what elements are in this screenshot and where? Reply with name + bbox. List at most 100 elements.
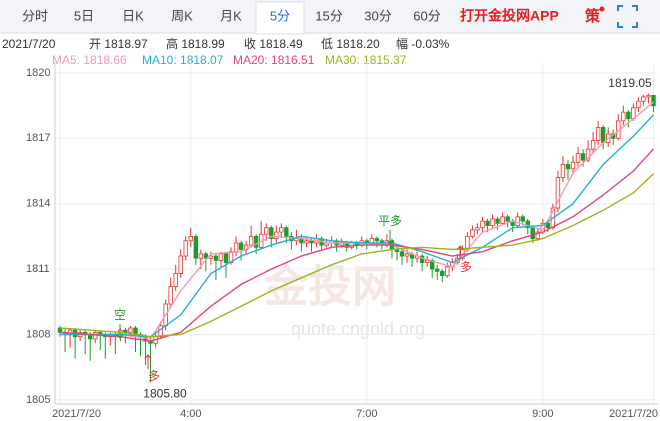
signal-arrow xyxy=(386,230,394,245)
tab[interactable]: 60分 xyxy=(413,8,440,23)
candle-body xyxy=(203,253,209,259)
candle-body xyxy=(223,253,229,263)
fullscreen-icon[interactable] xyxy=(617,5,638,28)
candle-body xyxy=(324,242,329,246)
tab[interactable]: 5日 xyxy=(74,8,94,23)
info-text: 收 1818.49 xyxy=(244,37,303,51)
candle-body xyxy=(168,286,173,305)
legend-entry: MA30: 1815.37 xyxy=(325,53,407,67)
candle-body xyxy=(173,273,178,287)
info-text: 高 1818.99 xyxy=(166,36,225,51)
candle-body xyxy=(440,270,445,277)
watermark: 金投网 xyxy=(263,263,396,312)
legend-entry: MA20: 1816.51 xyxy=(233,53,315,67)
x-tick-label: 4:00 xyxy=(180,408,201,420)
tab[interactable]: 日K xyxy=(122,8,144,23)
candle-body xyxy=(585,148,591,161)
candle-body xyxy=(284,227,289,237)
app-link[interactable]: 打开金投网APP xyxy=(460,8,559,24)
candle-body xyxy=(304,240,309,244)
candle-body xyxy=(218,253,224,261)
candle-body xyxy=(505,216,510,222)
candle-body xyxy=(520,216,525,222)
candle-body xyxy=(626,111,631,120)
y-tick-label: 1820 xyxy=(26,67,50,79)
signal-label: 空 xyxy=(114,308,126,322)
candle-body xyxy=(595,127,601,141)
signal-arrow xyxy=(144,354,152,369)
candle-body xyxy=(445,266,450,277)
candle-body xyxy=(565,164,571,170)
candle-body xyxy=(570,161,576,170)
legend-entry: MA10: 1818.07 xyxy=(142,53,224,67)
x-tick-label: 9:00 xyxy=(532,408,553,420)
candle-body xyxy=(213,255,219,261)
signal-arrow xyxy=(116,324,124,339)
candle-body xyxy=(485,220,490,226)
candle-body xyxy=(580,153,586,161)
candle-body xyxy=(575,153,581,163)
info-text: 2021/7/20 xyxy=(2,37,56,51)
ma-line xyxy=(59,173,654,338)
tab[interactable]: 分时 xyxy=(22,8,48,23)
strategy-button[interactable]: 策 xyxy=(584,7,601,25)
candle-body xyxy=(198,253,204,259)
candle-body xyxy=(233,242,239,253)
info-text: 幅 -0.03% xyxy=(396,36,450,51)
y-tick-label: 1805 xyxy=(26,394,50,406)
tab[interactable]: 30分 xyxy=(364,8,391,23)
ma-line xyxy=(60,114,655,338)
candle-body xyxy=(560,164,566,178)
x-tick-label: 7:00 xyxy=(356,408,377,420)
candle-body xyxy=(309,240,314,244)
tab[interactable]: 月K xyxy=(220,8,242,23)
tab[interactable]: 周K xyxy=(171,8,193,23)
candle-body xyxy=(279,227,284,233)
high-label: 1819.05 xyxy=(608,76,652,90)
candle-body xyxy=(248,236,254,246)
candle-body xyxy=(530,227,535,239)
tab[interactable]: 15分 xyxy=(315,8,342,23)
candle-body xyxy=(264,227,269,235)
candle-body xyxy=(535,231,541,239)
legend-entry: MA5: 1818.66 xyxy=(52,53,127,67)
candle-body xyxy=(500,216,505,224)
candle-body xyxy=(600,127,606,144)
candle-body xyxy=(238,242,244,250)
candle-body xyxy=(269,227,274,239)
candle-body xyxy=(621,111,626,122)
candle-body xyxy=(123,329,128,333)
candle-body xyxy=(470,229,475,237)
y-tick-label: 1817 xyxy=(26,132,50,144)
candle-body xyxy=(435,268,440,272)
candle-body xyxy=(183,240,188,257)
candle-body xyxy=(515,216,520,226)
x-tick-label: 2021/7/20 xyxy=(609,408,658,420)
low-label: 1805.80 xyxy=(143,387,187,401)
candle-body xyxy=(651,94,656,107)
signal-label: 多 xyxy=(148,369,160,383)
candle-body xyxy=(274,231,279,239)
candle-body xyxy=(188,236,193,242)
candle-body xyxy=(555,177,561,209)
y-tick-label: 1808 xyxy=(26,328,50,340)
candle-body xyxy=(178,255,183,274)
ma-line xyxy=(59,148,655,342)
active-tab xyxy=(255,1,305,35)
tab[interactable]: 5分 xyxy=(270,8,290,23)
signal-label: 多 xyxy=(460,260,472,274)
candle-body xyxy=(158,325,163,338)
candle-body xyxy=(545,222,551,229)
info-text: 低 1818.20 xyxy=(321,37,380,51)
candle-body xyxy=(495,218,500,224)
candle-body xyxy=(490,218,495,226)
notification-dot xyxy=(599,6,605,12)
candle-body xyxy=(128,327,133,333)
candle-body xyxy=(590,140,596,150)
candle-body xyxy=(374,238,380,242)
signal-label: 平多 xyxy=(378,214,402,228)
tab-bar xyxy=(0,0,660,33)
watermark: quote.cngold.org xyxy=(291,319,425,339)
candle-body xyxy=(641,96,646,102)
